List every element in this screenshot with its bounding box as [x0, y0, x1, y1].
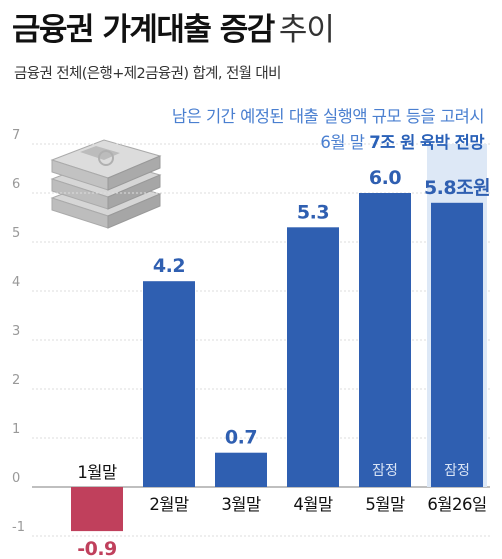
y-tick-label: -1 — [12, 520, 25, 535]
category-label: 3월말 — [221, 495, 261, 514]
projection-note-highlight: 6월 말 7조 원 육박 전망 — [320, 129, 484, 153]
category-label: 4월말 — [293, 495, 333, 514]
bar — [359, 193, 411, 487]
bar-value-label: 5.8조원 — [424, 177, 490, 199]
y-tick-label: 0 — [12, 471, 20, 486]
bar-value-label: 6.0 — [369, 167, 401, 189]
y-tick-label: 7 — [12, 128, 20, 143]
y-tick-label: 2 — [12, 373, 20, 388]
projection-note-prefix: 6월 말 — [320, 133, 370, 152]
bar — [71, 487, 123, 532]
bar — [215, 452, 267, 487]
chart-subtitle: 금융권 전체(은행+제2금융권) 합계, 전월 대비 — [14, 66, 282, 82]
y-tick-label: 4 — [12, 275, 20, 290]
bar — [143, 281, 195, 487]
bar-value-label: 0.7 — [225, 427, 257, 449]
title-light-text: 추이 — [278, 12, 335, 48]
bar-value-label: 4.2 — [153, 255, 185, 277]
projection-note: 남은 기간 예정된 대출 실행액 규모 등을 고려시 — [171, 107, 485, 126]
money-stack-icon — [50, 139, 162, 229]
chart-title: 금융권 가계대출 증감 추이 — [12, 4, 335, 49]
category-label: 5월말 — [365, 495, 405, 514]
y-tick-label: 5 — [12, 226, 20, 241]
title-bold-text: 금융권 가계대출 증감 — [12, 12, 275, 48]
category-label: 6월26일 — [427, 495, 486, 514]
y-tick-label: 6 — [12, 177, 20, 192]
y-tick-label: 1 — [12, 422, 20, 437]
y-tick-label: 3 — [12, 324, 20, 339]
bar-tag-label: 잠정 — [372, 463, 398, 479]
bar-value-label: -0.9 — [77, 538, 117, 559]
bar — [287, 227, 339, 488]
bar-value-label: 5.3 — [297, 201, 329, 223]
bar-tag-label: 잠정 — [444, 463, 470, 479]
projection-note-bold: 7조 원 육박 전망 — [369, 133, 484, 152]
bar — [431, 202, 483, 488]
category-label: 1월말 — [77, 463, 117, 482]
category-label: 2월말 — [149, 495, 189, 514]
